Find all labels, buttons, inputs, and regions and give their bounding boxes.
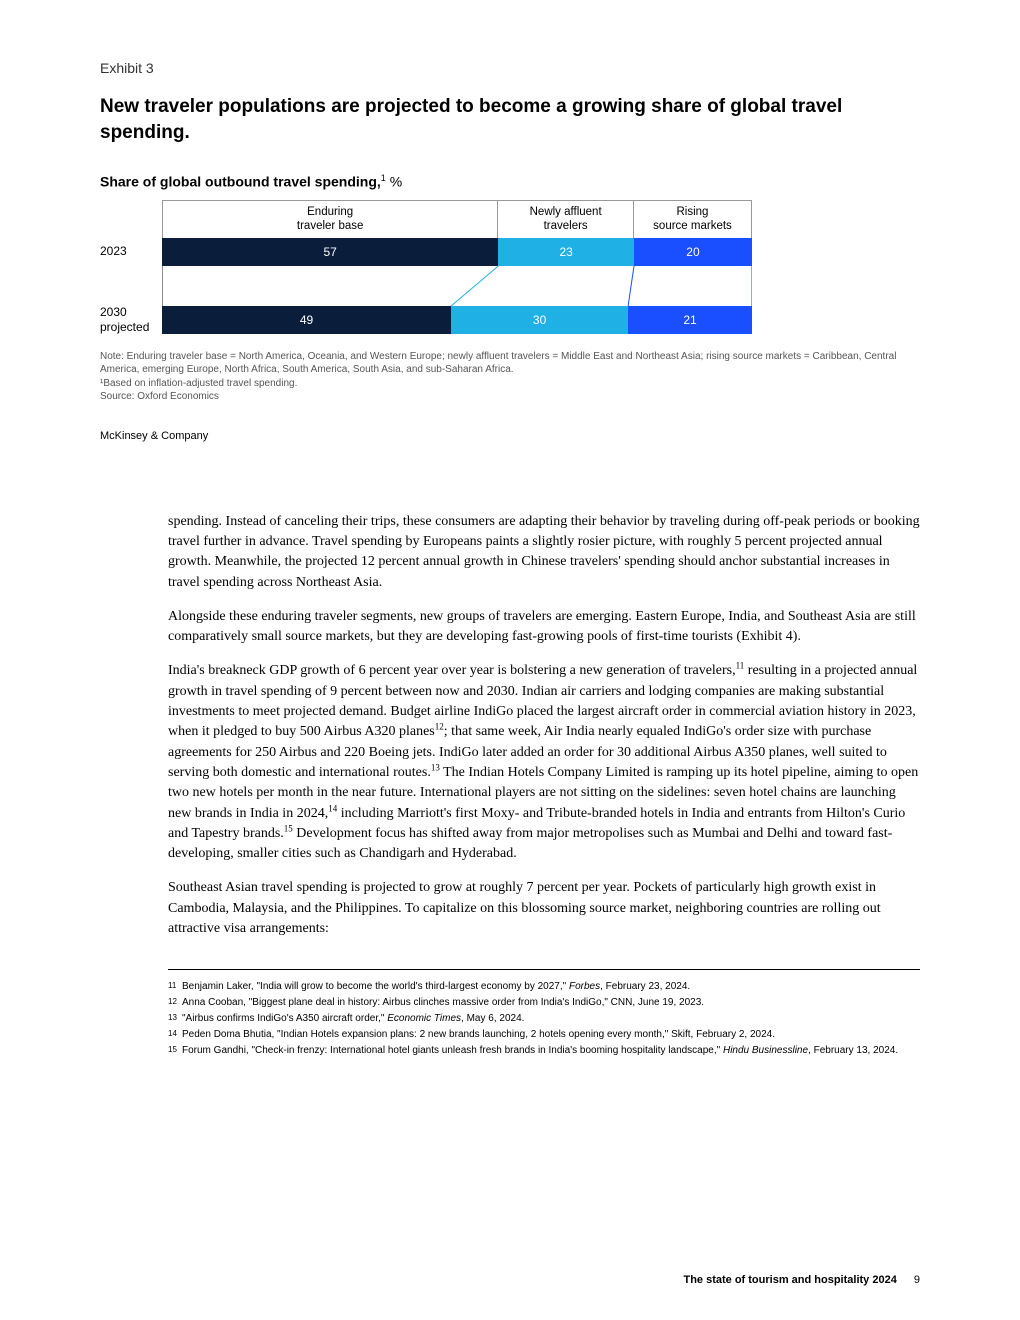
chart-notes: Note: Enduring traveler base = North Ame… xyxy=(100,350,920,404)
chart-segment: 20 xyxy=(634,238,752,266)
footnote-num: 15 xyxy=(168,1044,182,1058)
footnote-num: 13 xyxy=(168,1012,182,1026)
footnote-num: 11 xyxy=(168,980,182,994)
footnote-ref: 12 xyxy=(435,722,444,732)
footnote-rule xyxy=(168,969,920,970)
chart-subtitle: Share of global outbound travel spending… xyxy=(100,173,920,190)
footer-title: The state of tourism and hospitality 202… xyxy=(683,1274,896,1286)
chart-note2: ¹Based on inflation-adjusted travel spen… xyxy=(100,377,920,391)
footnote-text: Forum Gandhi, "Check-in frenzy: Internat… xyxy=(182,1044,920,1058)
chart-segment: 49 xyxy=(162,306,451,334)
attribution: McKinsey & Company xyxy=(100,430,920,442)
chart-subtitle-pct: % xyxy=(386,174,402,190)
chart-row-label: 2023 xyxy=(100,238,162,266)
footnote-num: 14 xyxy=(168,1028,182,1042)
footnote-text: Peden Doma Bhutia, "Indian Hotels expans… xyxy=(182,1028,920,1042)
page-number: 9 xyxy=(914,1274,920,1286)
footnote-text: "Airbus confirms IndiGo's A350 aircraft … xyxy=(182,1012,920,1026)
footnote: 12Anna Cooban, "Biggest plane deal in hi… xyxy=(168,996,920,1010)
text-run: India's breakneck GDP growth of 6 percen… xyxy=(168,663,736,678)
exhibit-title: New traveler populations are projected t… xyxy=(100,94,920,145)
paragraph: Southeast Asian travel spending is proje… xyxy=(168,878,920,939)
body-text: spending. Instead of canceling their tri… xyxy=(168,512,920,940)
exhibit-label: Exhibit 3 xyxy=(100,60,920,76)
chart-segment: 21 xyxy=(628,306,752,334)
footnotes: 11Benjamin Laker, "India will grow to be… xyxy=(168,980,920,1058)
chart-row-label: 2030 projected xyxy=(100,306,162,334)
footnote: 13"Airbus confirms IndiGo's A350 aircraf… xyxy=(168,1012,920,1026)
footnote-ref: 11 xyxy=(736,661,745,671)
chart-connectors xyxy=(162,266,752,306)
paragraph: spending. Instead of canceling their tri… xyxy=(168,512,920,593)
page-footer: The state of tourism and hospitality 202… xyxy=(683,1274,920,1286)
chart-col-header: Newly affluent travelers xyxy=(498,200,634,238)
footnote-text: Benjamin Laker, "India will grow to beco… xyxy=(182,980,920,994)
chart-col-header: Rising source markets xyxy=(634,200,752,238)
chart-segment: 23 xyxy=(498,238,634,266)
footnote: 15Forum Gandhi, "Check-in frenzy: Intern… xyxy=(168,1044,920,1058)
footnote: 11Benjamin Laker, "India will grow to be… xyxy=(168,980,920,994)
footnote: 14Peden Doma Bhutia, "Indian Hotels expa… xyxy=(168,1028,920,1042)
footnote-ref: 15 xyxy=(284,823,293,833)
chart: Enduring traveler baseNewly affluent tra… xyxy=(100,200,920,334)
chart-source: Source: Oxford Economics xyxy=(100,390,920,404)
paragraph: India's breakneck GDP growth of 6 percen… xyxy=(168,661,920,864)
footnote-text: Anna Cooban, "Biggest plane deal in hist… xyxy=(182,996,920,1010)
chart-segment: 57 xyxy=(162,238,498,266)
chart-segment: 30 xyxy=(451,306,628,334)
chart-subtitle-bold: Share of global outbound travel spending… xyxy=(100,174,381,190)
chart-col-header: Enduring traveler base xyxy=(162,200,498,238)
chart-note: Note: Enduring traveler base = North Ame… xyxy=(100,350,920,377)
paragraph: Alongside these enduring traveler segmen… xyxy=(168,607,920,648)
footnote-ref: 13 xyxy=(431,762,440,772)
footnote-ref: 14 xyxy=(328,803,337,813)
footnote-num: 12 xyxy=(168,996,182,1010)
